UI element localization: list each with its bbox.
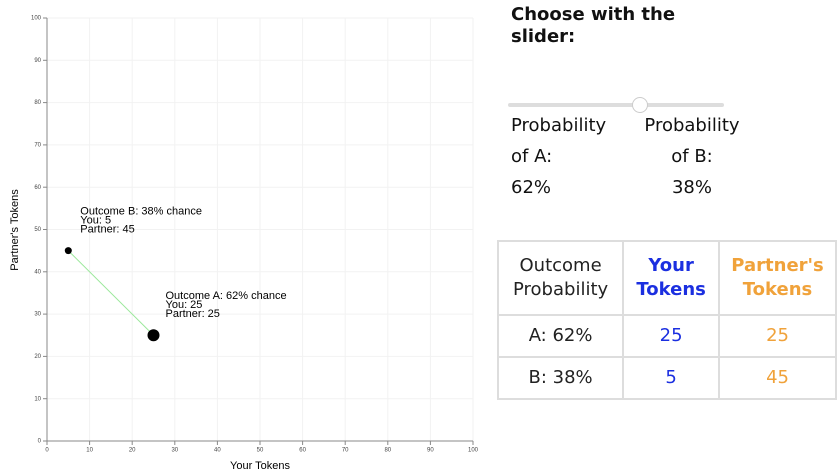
y-tick-label: 30 (34, 312, 41, 318)
y-tick-label: 80 (34, 100, 41, 106)
x-tick-label: 30 (171, 448, 178, 454)
prob-line: 62% (511, 177, 552, 198)
y-tick-label: 90 (34, 58, 41, 64)
x-tick-label: 90 (427, 448, 434, 454)
prob-line: Probability (644, 115, 740, 136)
annotation: Partner: 45 (80, 224, 134, 236)
table-row: A: 62% 25 25 (496, 314, 837, 358)
chart: Your Tokens Partner's Tokens 0 10 20 30 40 50… (9, 16, 479, 472)
prob-line: of B: (671, 146, 713, 167)
x-tick-label: 10 (86, 448, 93, 454)
y-tick-label: 20 (34, 354, 41, 360)
x-tick-label: 20 (129, 448, 136, 454)
prob-b: Probability of B: 38% (636, 110, 748, 203)
prob-line: Probability (511, 115, 607, 136)
header-cell: Your Tokens (622, 240, 721, 316)
y-tick-label: 100 (31, 16, 42, 22)
table-cell: 5 (622, 356, 721, 400)
y-tick-label: 0 (38, 439, 42, 445)
x-tick-label: 50 (257, 448, 264, 454)
header-cell: Outcome Probability (496, 240, 625, 316)
annotation: Outcome A: 62% chance (166, 290, 287, 302)
point (147, 329, 160, 342)
annotation: You: 25 (166, 299, 203, 311)
connector-line (67, 250, 154, 336)
y-tick-label: 40 (34, 269, 41, 275)
prob-line: 38% (671, 177, 712, 198)
table-cell: 45 (718, 356, 837, 400)
x-tick-label: 100 (468, 448, 479, 454)
y-tick-label: 70 (34, 142, 41, 148)
prob-a: Probability of A: 62% (511, 110, 606, 203)
panel-title: Choose with the slider: (511, 4, 676, 47)
header-row: Outcome Probability Your Tokens Partner's … (496, 240, 837, 316)
x-axis-label: Your Tokens (230, 460, 290, 472)
point (64, 247, 72, 255)
header-cell: Partner's Tokens (718, 240, 837, 316)
x-tick-label: 40 (214, 448, 221, 454)
x-tick-label: 80 (384, 448, 391, 454)
x-tick-label: 60 (299, 448, 306, 454)
y-tick-label: 10 (34, 396, 41, 402)
table-row: B: 38% 5 45 (496, 356, 837, 400)
x-tick-label: 0 (45, 448, 49, 454)
prob-line: of A: (511, 146, 553, 167)
slider-thumb[interactable] (632, 97, 648, 113)
slider-track (508, 103, 636, 107)
y-tick-label: 50 (34, 227, 41, 233)
table-cell: 25 (718, 314, 837, 358)
table-cell: B: 38% (496, 356, 625, 400)
annotation: You: 5 (80, 215, 111, 227)
annotation: Partner: 25 (166, 308, 220, 320)
table-cell: A: 62% (496, 314, 625, 358)
annotation: Outcome B: 38% chance (80, 206, 202, 218)
table-cell: 25 (622, 314, 721, 358)
slider-track (644, 103, 724, 107)
outcome-table: Outcome Probability Your Tokens Partner's … (496, 240, 837, 400)
y-tick-label: 60 (34, 185, 41, 191)
y-axis-label: Partner's Tokens (9, 189, 21, 271)
x-tick-label: 70 (342, 448, 349, 454)
